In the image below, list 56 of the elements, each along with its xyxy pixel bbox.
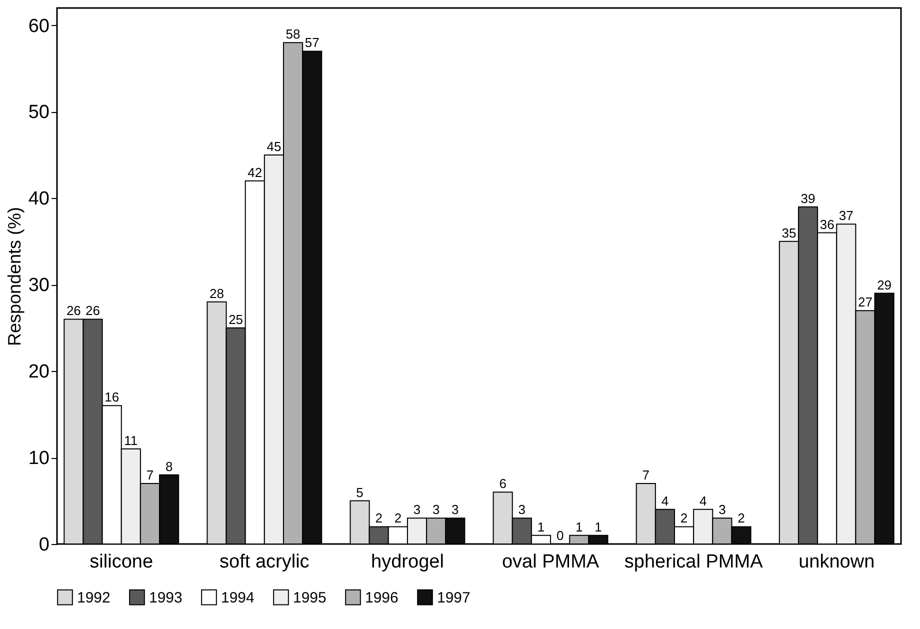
x-tick-label: hydrogel xyxy=(371,552,444,572)
data-label: 26 xyxy=(86,303,100,318)
data-label: 26 xyxy=(66,303,81,318)
y-tick-label: 10 xyxy=(28,448,50,470)
data-label: 45 xyxy=(266,138,282,154)
data-label: 29 xyxy=(877,277,892,292)
legend-label: 1996 xyxy=(365,589,398,606)
x-tick-label: silicone xyxy=(90,552,154,572)
x-tick-label: oval PMMA xyxy=(502,552,600,572)
data-label: 2 xyxy=(394,510,402,526)
data-label: 25 xyxy=(228,312,244,327)
data-label: 3 xyxy=(413,502,421,518)
y-axis-title: Respondents (%) xyxy=(4,206,24,346)
data-label: 2 xyxy=(680,510,688,526)
data-label: 8 xyxy=(165,458,173,474)
data-label: 58 xyxy=(286,26,300,42)
data-label: 7 xyxy=(146,467,154,482)
legend-label: 1993 xyxy=(149,589,182,606)
legend-label: 1992 xyxy=(77,589,110,606)
data-label: 11 xyxy=(124,432,138,448)
x-tick-label: soft acrylic xyxy=(220,552,310,572)
x-tick-label: spherical PMMA xyxy=(624,552,764,572)
data-label: 39 xyxy=(800,190,816,206)
data-label: 2 xyxy=(375,510,382,526)
data-label: 36 xyxy=(820,216,834,232)
data-label: 6 xyxy=(499,476,506,492)
y-tick-label: 0 xyxy=(38,534,50,556)
y-tick-label: 40 xyxy=(28,188,50,210)
y-tick-label: 20 xyxy=(28,362,50,383)
data-label: 5 xyxy=(356,484,364,500)
legend-label: 1997 xyxy=(437,589,470,606)
data-label: 0 xyxy=(556,528,564,543)
legend-label: 1995 xyxy=(293,589,326,606)
data-label: 28 xyxy=(210,286,224,301)
data-label: 3 xyxy=(718,502,726,518)
x-tick-label: unknown xyxy=(798,552,875,572)
data-label: 57 xyxy=(304,35,320,50)
data-label: 1 xyxy=(576,519,583,534)
data-label: 4 xyxy=(699,493,707,508)
data-label: 3 xyxy=(452,502,459,518)
y-tick-label: 50 xyxy=(28,102,50,124)
y-tick-label: 60 xyxy=(28,16,50,37)
data-label: 1 xyxy=(537,519,545,534)
data-label: 27 xyxy=(858,294,872,310)
data-label: 3 xyxy=(518,502,526,518)
data-label: 3 xyxy=(432,502,440,518)
data-label: 16 xyxy=(104,390,120,405)
y-tick-label: 30 xyxy=(28,275,50,296)
data-label: 35 xyxy=(782,225,796,240)
data-label: 7 xyxy=(642,467,650,482)
data-label: 1 xyxy=(594,519,602,534)
data-label: 37 xyxy=(838,208,854,224)
data-label: 4 xyxy=(661,493,669,508)
legend-label: 1994 xyxy=(221,589,254,606)
data-label: 2 xyxy=(738,510,745,526)
data-label: 42 xyxy=(248,164,262,180)
